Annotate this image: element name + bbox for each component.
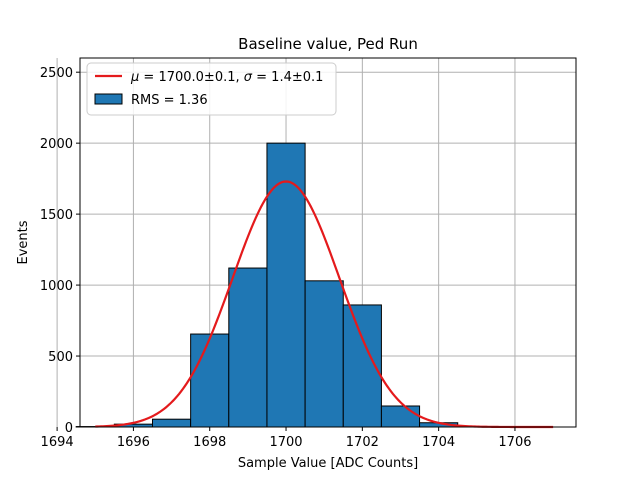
y-tick-label: 1000	[40, 279, 73, 294]
y-axis-label: Events	[16, 220, 31, 264]
y-axis-ticks: 0 500 1000 1500 2000 2500	[40, 66, 80, 436]
legend: μ = 1700.0±0.1, σ = 1.4±0.1 RMS = 1.36	[86, 62, 337, 116]
x-tick-label: 1704	[422, 435, 455, 450]
legend-sigma-text: = 1.4±0.1	[252, 70, 323, 85]
x-axis-ticks: 1694 1696 1698 1700 1702 1704 1706	[41, 427, 532, 450]
legend-hist-swatch	[94, 93, 123, 105]
histogram-bar	[304, 280, 344, 428]
legend-mu-symbol: μ	[130, 70, 139, 85]
legend-hist-label: RMS = 1.36	[131, 93, 208, 108]
y-tick-label: 0	[65, 421, 73, 436]
histogram-bar	[380, 405, 421, 428]
legend-sigma-symbol: σ	[244, 70, 253, 85]
plot-frame	[79, 57, 577, 428]
y-tick-label: 2500	[40, 66, 73, 81]
legend-box	[86, 62, 337, 116]
legend-fit-label: μ = 1700.0±0.1, σ = 1.4±0.1	[130, 70, 323, 85]
y-tick-label: 1500	[40, 208, 73, 223]
histogram-bar	[151, 418, 192, 428]
histogram-bar	[266, 142, 306, 428]
chart-title: Baseline value, Ped Run	[238, 35, 418, 53]
x-axis-label: Sample Value [ADC Counts]	[238, 456, 418, 471]
x-tick-label: 1696	[117, 435, 150, 450]
x-tick-label: 1702	[346, 435, 379, 450]
x-tick-label: 1694	[41, 435, 74, 450]
x-tick-label: 1698	[193, 435, 226, 450]
x-tick-label: 1706	[498, 435, 531, 450]
legend-mu-text: = 1700.0±0.1,	[139, 70, 243, 85]
y-tick-label: 2000	[40, 137, 73, 152]
x-tick-label: 1700	[269, 435, 302, 450]
histogram-bar	[228, 267, 268, 428]
histogram-bar	[190, 333, 230, 428]
y-tick-label: 500	[48, 350, 73, 365]
